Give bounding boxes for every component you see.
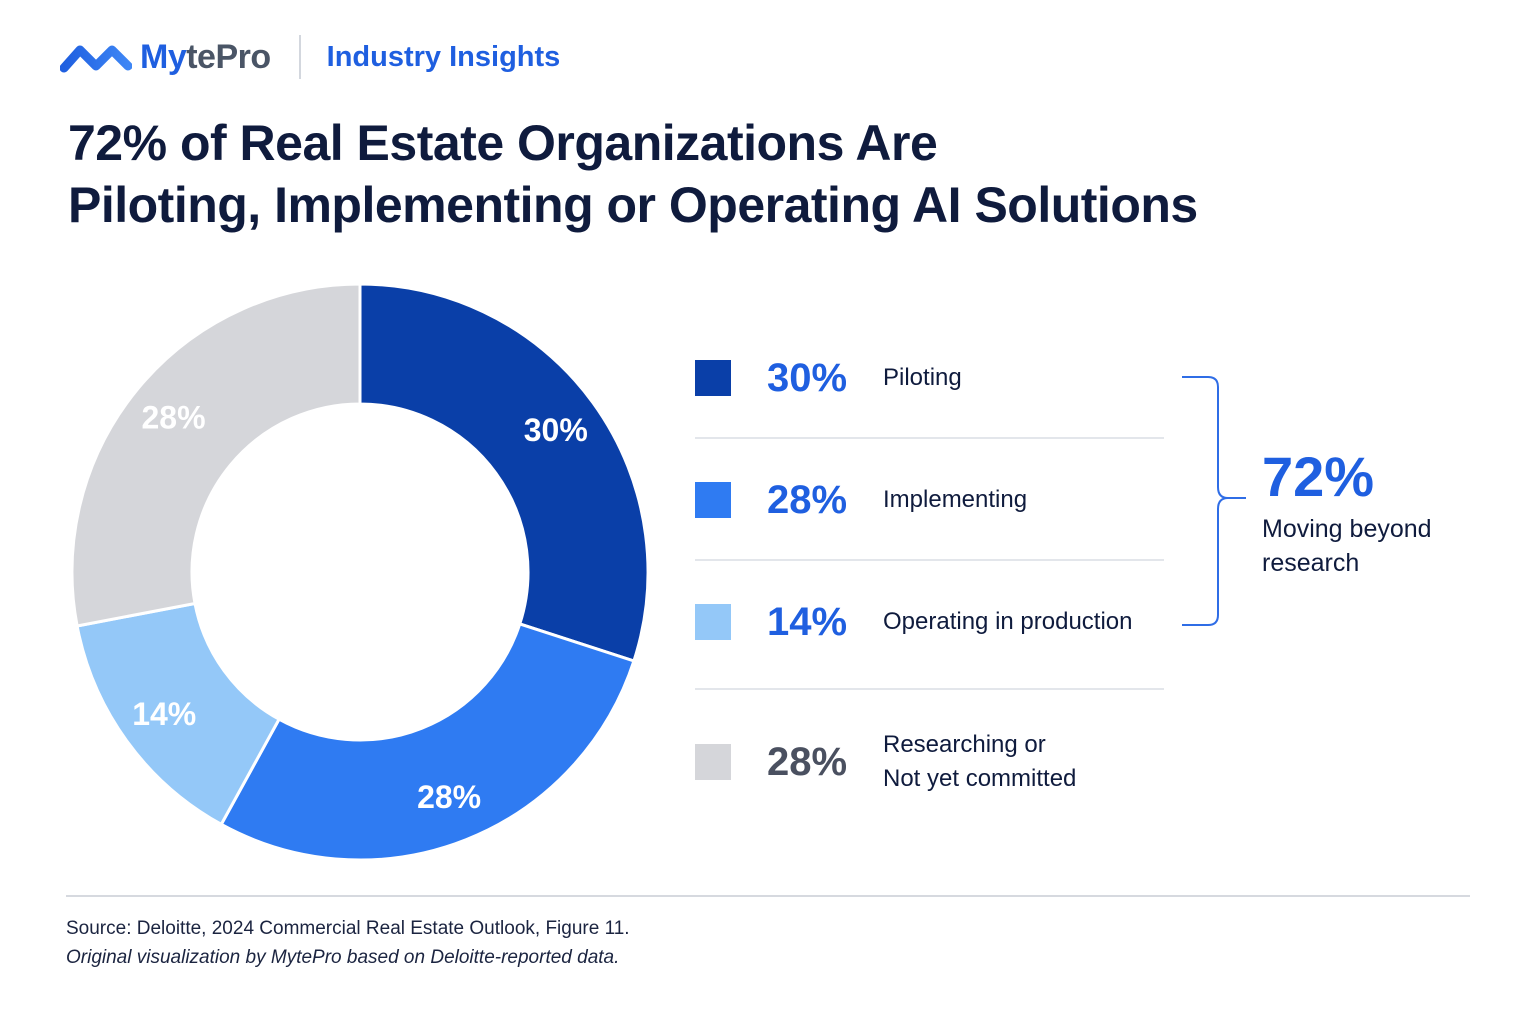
legend-divider xyxy=(695,437,1164,439)
credit-note: Original visualization by MytePro based … xyxy=(66,947,620,968)
donut-slice-label: 28% xyxy=(417,779,481,815)
legend-divider xyxy=(695,559,1164,561)
aggregate-label: Moving beyond research xyxy=(1262,515,1432,577)
legend-label: Operating in production xyxy=(883,605,1133,639)
footer-divider xyxy=(66,895,1470,897)
legend-percent: 28% xyxy=(767,740,848,784)
header: MytePro Industry Insights xyxy=(60,34,560,80)
legend-label: Piloting xyxy=(883,361,962,395)
donut-slice-label: 14% xyxy=(132,696,196,732)
donut-chart: 30% 28% 14% 28% xyxy=(70,282,650,862)
legend-percent: 28% xyxy=(767,478,848,522)
legend-item: 14% Operating in production xyxy=(695,582,1175,662)
legend-label-line: Not yet committed xyxy=(883,765,1077,792)
legend-label-line: Operating in production xyxy=(883,608,1133,635)
aggregate-value: 72% xyxy=(1262,445,1375,508)
legend-label-line: Implementing xyxy=(883,486,1028,513)
brand-name: MytePro xyxy=(140,38,271,77)
legend-divider xyxy=(695,688,1164,690)
donut-slice-label: 30% xyxy=(524,412,588,448)
brand-name-part2: tePro xyxy=(186,37,271,76)
page-title: 72% of Real Estate Organizations Are Pil… xyxy=(68,112,1368,236)
title-line-2: Piloting, Implementing or Operating AI S… xyxy=(68,177,1198,233)
logo-icon xyxy=(60,45,132,73)
donut-slice xyxy=(70,282,362,628)
donut-slice xyxy=(358,282,650,663)
legend-item: 30% Piloting xyxy=(695,338,1175,418)
header-divider xyxy=(298,35,301,79)
legend-label-line: Researching or xyxy=(883,731,1046,758)
legend-label-line: Piloting xyxy=(883,364,962,391)
legend-swatch xyxy=(695,482,731,518)
legend-percent: 14% xyxy=(767,600,848,644)
section-label: Industry Insights xyxy=(326,40,561,73)
source-note: Source: Deloitte, 2024 Commercial Real E… xyxy=(66,918,630,939)
brand-name-part1: My xyxy=(140,37,187,76)
bracket-icon xyxy=(1182,376,1246,626)
legend-swatch xyxy=(695,360,731,396)
legend-percent: 30% xyxy=(767,356,848,400)
legend-item: 28% Researching or Not yet committed xyxy=(695,722,1175,802)
legend-label: Researching or Not yet committed xyxy=(883,728,1076,796)
legend-swatch xyxy=(695,604,731,640)
legend-swatch xyxy=(695,744,731,780)
legend-item: 28% Implementing xyxy=(695,460,1175,540)
donut-slice-label: 28% xyxy=(142,400,206,436)
legend-label: Implementing xyxy=(883,483,1027,517)
title-line-1: 72% of Real Estate Organizations Are xyxy=(68,115,938,171)
donut-slice xyxy=(219,622,636,862)
